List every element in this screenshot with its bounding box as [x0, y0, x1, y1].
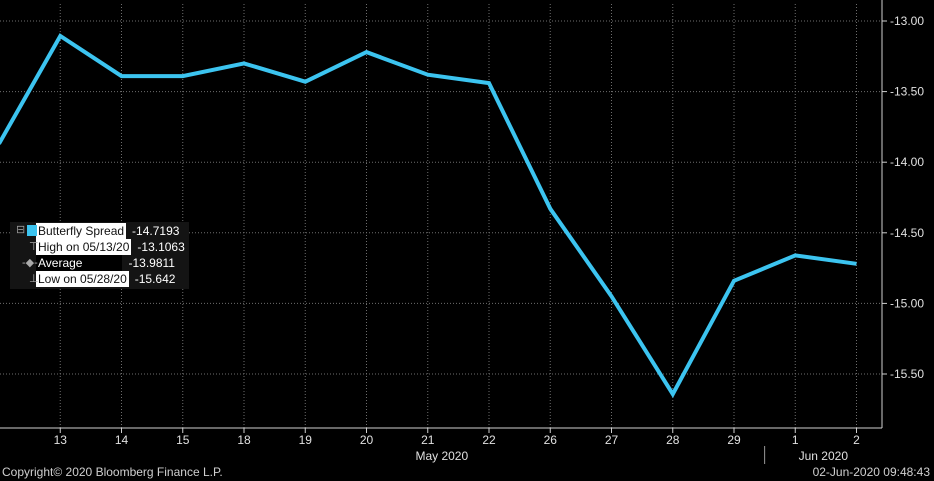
legend: ⊟ Butterfly Spread -14.7193 ⊤ High on 05… — [10, 222, 189, 289]
x-tick-label: 20 — [360, 433, 374, 447]
x-tick-label: 13 — [54, 433, 68, 447]
y-axis-labels: -13.00 -13.50 -14.00 -14.50 -15.00 -15.50 — [890, 14, 924, 381]
x-tick-label: 29 — [727, 433, 741, 447]
x-tick-label: 1 — [792, 433, 799, 447]
y-tick-label: -15.00 — [890, 296, 924, 310]
legend-label: High on 05/13/20 — [36, 239, 132, 255]
series — [0, 33, 857, 399]
timestamp-text: 02-Jun-2020 09:48:43 — [812, 465, 930, 479]
y-tick-label: -13.00 — [890, 14, 924, 28]
y-tick-label: -13.50 — [890, 85, 924, 99]
y-tick-label: -14.00 — [890, 155, 924, 169]
legend-item-series[interactable]: ⊟ Butterfly Spread -14.7193 — [14, 223, 185, 239]
x-tick-label: 18 — [237, 433, 251, 447]
legend-value: -15.642 — [134, 272, 176, 286]
legend-label: Low on 05/28/20 — [36, 271, 129, 287]
x-axis-labels: 13 14 15 18 19 20 21 22 26 27 28 29 1 2 — [54, 433, 861, 447]
x-tick-label: 19 — [299, 433, 313, 447]
month-label: Jun 2020 — [799, 449, 849, 463]
y-tick-label: -15.50 — [890, 367, 924, 381]
legend-value: -13.9811 — [128, 256, 175, 270]
x-tick-label: 28 — [666, 433, 680, 447]
legend-value: -13.1063 — [137, 240, 185, 254]
legend-label: Average — [36, 255, 123, 271]
legend-item-average[interactable]: -◆- Average -13.9811 — [14, 255, 185, 271]
x-tick-label: 26 — [544, 433, 558, 447]
legend-label: Butterfly Spread — [36, 223, 127, 239]
x-tick-label: 22 — [482, 433, 496, 447]
legend-item-low[interactable]: ⊥ Low on 05/28/20 -15.642 — [14, 271, 185, 287]
axes — [0, 0, 887, 464]
x-tick-label: 27 — [605, 433, 619, 447]
copyright-text: Copyright© 2020 Bloomberg Finance L.P. — [2, 465, 223, 479]
month-label: May 2020 — [415, 449, 468, 463]
legend-swatch-icon: ⊟ — [14, 223, 37, 239]
y-tick-label: -14.50 — [890, 226, 924, 240]
month-labels: May 2020 Jun 2020 — [415, 449, 848, 463]
low-marker-icon: ⊥ — [29, 273, 39, 285]
legend-item-high[interactable]: ⊤ High on 05/13/20 -13.1063 — [14, 239, 185, 255]
average-marker-icon: -◆- — [22, 257, 38, 269]
x-tick-label: 15 — [176, 433, 190, 447]
grid — [0, 4, 882, 428]
x-tick-label: 2 — [853, 433, 860, 447]
legend-value: -14.7193 — [132, 224, 180, 238]
x-tick-label: 14 — [115, 433, 129, 447]
high-marker-icon: ⊤ — [29, 241, 39, 253]
x-tick-label: 21 — [421, 433, 435, 447]
